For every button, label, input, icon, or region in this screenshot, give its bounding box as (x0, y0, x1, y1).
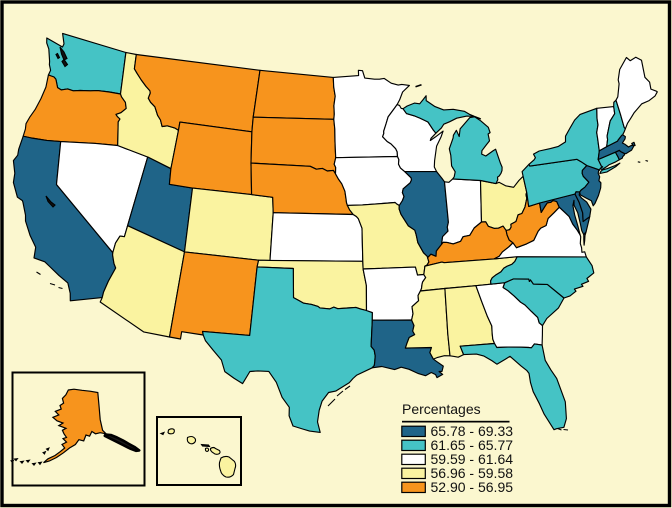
svg-text:59.59 - 61.64: 59.59 - 61.64 (431, 451, 514, 467)
svg-text:61.65 - 65.77: 61.65 - 65.77 (431, 437, 514, 453)
svg-text:65.78 - 69.33: 65.78 - 69.33 (431, 423, 514, 439)
svg-text:52.90 - 56.95: 52.90 - 56.95 (431, 479, 514, 495)
svg-text:Percentages: Percentages (402, 401, 481, 417)
svg-text:56.96 - 59.58: 56.96 - 59.58 (431, 465, 514, 481)
